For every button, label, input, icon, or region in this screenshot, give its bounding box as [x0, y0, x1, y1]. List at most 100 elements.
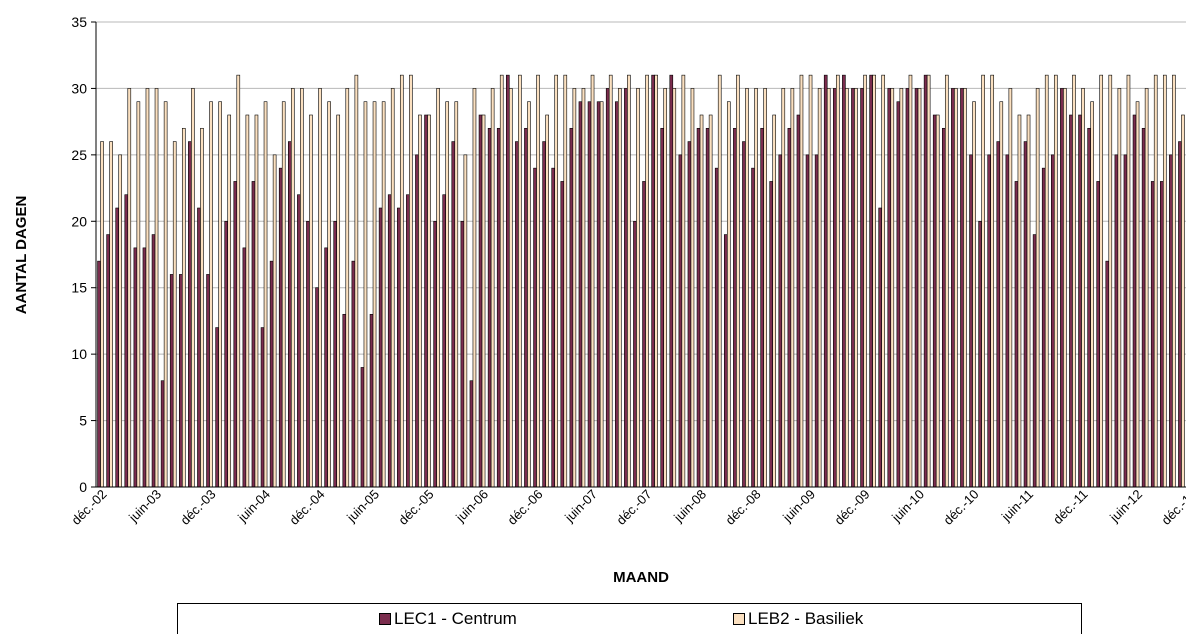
bar-leb2: [145, 88, 150, 488]
bar-lec1: [960, 88, 964, 488]
bar-leb2: [1081, 88, 1085, 488]
bar-lec1: [151, 234, 156, 488]
bar-lec1: [887, 88, 892, 488]
bar-leb2: [672, 88, 677, 488]
bar-leb2: [327, 101, 331, 488]
bar-leb2: [254, 114, 259, 488]
bar-lec1: [851, 88, 855, 488]
bar-leb2: [908, 74, 913, 488]
bar-lec1: [678, 154, 683, 488]
bar-leb2: [372, 101, 377, 488]
bar-lec1: [1105, 260, 1110, 488]
bar-leb2: [872, 74, 876, 488]
bar-lec1: [633, 220, 637, 488]
bar-leb2: [172, 141, 177, 488]
bar-leb2: [527, 101, 531, 488]
x-tick-label: juin-06: [452, 487, 491, 526]
bar-leb2: [708, 114, 713, 488]
bar-lec1: [1096, 181, 1101, 488]
bar-lec1: [551, 167, 556, 488]
bar-leb2: [545, 114, 549, 488]
bar-lec1: [451, 141, 456, 488]
bar-lec1: [1014, 181, 1019, 488]
x-tick-label: juin-10: [888, 487, 927, 526]
bar-leb2: [1108, 74, 1113, 488]
bar-lec1: [142, 247, 147, 488]
bar-leb2: [863, 74, 867, 488]
bar-lec1: [115, 207, 120, 488]
bar-leb2: [690, 88, 695, 488]
bar-leb2: [617, 88, 622, 488]
x-tick-label: juin-09: [779, 487, 818, 526]
bar-leb2: [136, 101, 141, 488]
bar-leb2: [127, 88, 132, 488]
bar-leb2: [345, 88, 350, 488]
bar-leb2: [1090, 101, 1094, 488]
bar-lec1: [578, 101, 583, 488]
bar-lec1: [324, 247, 328, 488]
legend-item-leb2: LEB2 - Basiliek: [733, 609, 863, 629]
bar-lec1: [197, 207, 201, 488]
y-axis-ticks: 0 5 10 15 20 25 30 35: [71, 14, 96, 495]
bar-leb2: [300, 88, 304, 488]
bar-lec1: [406, 194, 410, 488]
bar-leb2: [163, 101, 168, 488]
x-tick-label: juin-05: [343, 487, 382, 526]
bar-leb2: [1044, 74, 1049, 488]
bar-lec1: [914, 88, 919, 488]
x-tick-label: déc.-08: [722, 487, 763, 528]
bar-leb2: [808, 74, 813, 488]
bar-lec1: [306, 220, 310, 488]
bar-leb2: [699, 114, 704, 488]
bar-lec1: [996, 141, 1001, 488]
bar-lec1: [660, 127, 665, 488]
bar-lec1: [505, 74, 510, 488]
bar-leb2: [745, 88, 749, 488]
bar-leb2: [227, 114, 232, 488]
x-tick-label: déc.-05: [395, 487, 436, 528]
x-tick-label: déc.-12: [1158, 487, 1186, 528]
bar-leb2: [590, 74, 595, 488]
bar-lec1: [842, 74, 846, 488]
bar-lec1: [1178, 141, 1182, 488]
bar-leb2: [1162, 74, 1167, 488]
bar-leb2: [1099, 74, 1104, 488]
bar-leb2: [881, 74, 886, 488]
bar-leb2: [645, 74, 649, 488]
bar-lec1: [124, 194, 129, 488]
bar-lec1: [515, 141, 519, 488]
bar-leb2: [263, 101, 268, 488]
bar-lec1: [342, 313, 347, 488]
bar-lec1: [169, 274, 174, 488]
bar-lec1: [751, 167, 755, 488]
bar-leb2: [472, 88, 477, 488]
bar-leb2: [181, 127, 186, 488]
bar-lec1: [387, 194, 392, 488]
bar-lec1: [832, 88, 837, 488]
y-tick-label: 25: [71, 147, 87, 163]
bar-leb2: [1172, 74, 1176, 488]
bar-lec1: [1005, 154, 1010, 488]
bar-lec1: [723, 234, 728, 488]
bar-leb2: [981, 74, 985, 488]
bar-lec1: [178, 274, 183, 488]
x-tick-label: déc.-06: [504, 487, 545, 528]
bar-lec1: [278, 167, 283, 488]
bar-lec1: [769, 181, 774, 488]
x-tick-label: déc.-10: [940, 487, 981, 528]
bar-lec1: [969, 154, 973, 488]
y-tick-label: 0: [79, 479, 87, 495]
bar-lec1: [705, 127, 710, 488]
y-tick-label: 35: [71, 14, 87, 30]
y-tick-label: 5: [79, 413, 87, 429]
x-tick-label: déc.-03: [177, 487, 218, 528]
legend-item-lec1: LEC1 - Centrum: [379, 609, 517, 629]
x-tick-label: juin-04: [234, 487, 273, 526]
bar-leb2: [581, 88, 586, 488]
bar-leb2: [972, 101, 976, 488]
bar-lec1: [605, 88, 610, 488]
bar-lec1: [524, 127, 528, 488]
bar-lec1: [1169, 154, 1173, 488]
bar-leb2: [309, 114, 313, 488]
bar-lec1: [487, 127, 492, 488]
